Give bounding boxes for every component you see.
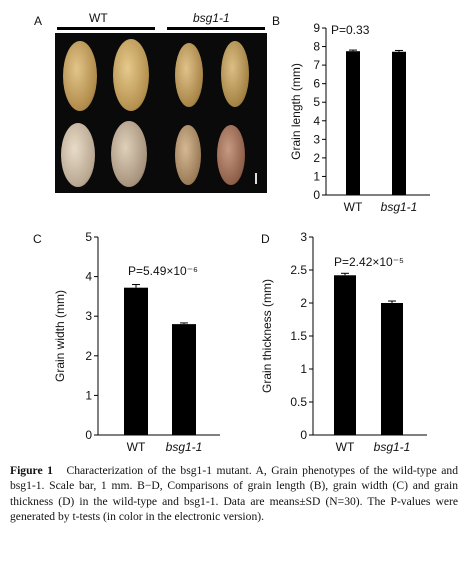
y-tick-label: 3 xyxy=(300,230,307,244)
panel-label-b: B xyxy=(272,14,281,28)
y-tick-label: 2 xyxy=(300,296,307,310)
y-axis-label: Grain width (mm) xyxy=(53,290,67,382)
chart-grain-length: 0 1 2 3 4 5 6 7 8 9 Grain length (mm) WT bsg1-1 P=0.3… xyxy=(289,21,430,214)
p-value-annotation: P=5.49×10⁻⁶ xyxy=(128,264,198,278)
p-value-annotation: P=0.33 xyxy=(331,23,370,37)
wt-group-bar xyxy=(57,27,155,30)
mutant-group-label: bsg1-1 xyxy=(193,11,230,25)
wt-group-label: WT xyxy=(89,11,108,25)
x-tick-label: bsg1-1 xyxy=(374,440,411,454)
y-tick-label: 1.5 xyxy=(290,329,307,343)
y-tick-label: 9 xyxy=(313,21,320,35)
y-tick-label: 7 xyxy=(313,58,320,72)
y-tick-label: 6 xyxy=(313,77,320,91)
bar-WT xyxy=(124,287,148,435)
grain-wt-3 xyxy=(61,123,95,187)
bar-bsg1-1 xyxy=(381,303,403,435)
grain-mut-3 xyxy=(175,125,201,185)
mutant-group-bar xyxy=(167,27,265,30)
bar-bsg1-1 xyxy=(172,324,196,435)
panel-label-d: D xyxy=(261,232,270,246)
x-tick-label: bsg1-1 xyxy=(381,200,418,214)
chart-grain-thickness: 0 0.5 1 1.5 2 2.5 3 Grain thickness (mm) WT bsg1-… xyxy=(260,230,427,454)
figure-caption: Figure 1 Characterization of the bsg1-1 … xyxy=(10,463,458,525)
grain-wt-4 xyxy=(111,121,147,187)
y-tick-label: 1 xyxy=(313,169,320,183)
y-tick-label: 0 xyxy=(300,428,307,442)
y-tick-label: 0.5 xyxy=(290,395,307,409)
bar-bsg1-1 xyxy=(392,51,406,195)
grain-wt-1 xyxy=(63,41,97,111)
caption-text: Characterization of the bsg1-1 mutant. A… xyxy=(10,464,458,524)
p-value-annotation: P=2.42×10⁻⁵ xyxy=(334,255,404,269)
y-tick-label: 5 xyxy=(85,230,92,244)
y-tick-label: 1 xyxy=(85,388,92,402)
grain-wt-2 xyxy=(113,39,149,111)
panel-label-c: C xyxy=(33,232,42,246)
x-tick-label: WT xyxy=(127,440,146,454)
photo-background xyxy=(55,33,267,193)
y-tick-label: 3 xyxy=(313,132,320,146)
scale-bar xyxy=(255,173,257,184)
y-axis-label: Grain thickness (mm) xyxy=(260,279,274,393)
y-tick-label: 2 xyxy=(85,349,92,363)
y-tick-label: 2 xyxy=(313,151,320,165)
x-tick-label: bsg1-1 xyxy=(166,440,203,454)
y-tick-label: 0 xyxy=(85,428,92,442)
caption-lead: Figure 1 xyxy=(10,464,53,477)
y-tick-label: 8 xyxy=(313,40,320,54)
grain-mut-2 xyxy=(221,41,249,107)
panel-label-a: A xyxy=(34,14,43,28)
bar-WT xyxy=(346,51,360,195)
y-tick-label: 1 xyxy=(300,362,307,376)
panel-a-grain-photo: WT bsg1-1 xyxy=(55,11,267,193)
bar-WT xyxy=(334,275,356,435)
x-tick-label: WT xyxy=(336,440,355,454)
y-tick-label: 4 xyxy=(85,270,92,284)
y-tick-label: 2.5 xyxy=(290,263,307,277)
y-axis-label: Grain length (mm) xyxy=(289,63,303,160)
grain-mut-1 xyxy=(175,43,203,107)
grain-mut-4 xyxy=(217,125,245,185)
y-tick-label: 3 xyxy=(85,309,92,323)
x-tick-label: WT xyxy=(344,200,363,214)
chart-grain-width: 0 1 2 3 4 5 Grain width (mm) WT bsg1-1 P=5.49×10⁻… xyxy=(53,230,220,454)
y-tick-label: 4 xyxy=(313,114,320,128)
y-tick-label: 0 xyxy=(313,188,320,202)
y-tick-label: 5 xyxy=(313,95,320,109)
